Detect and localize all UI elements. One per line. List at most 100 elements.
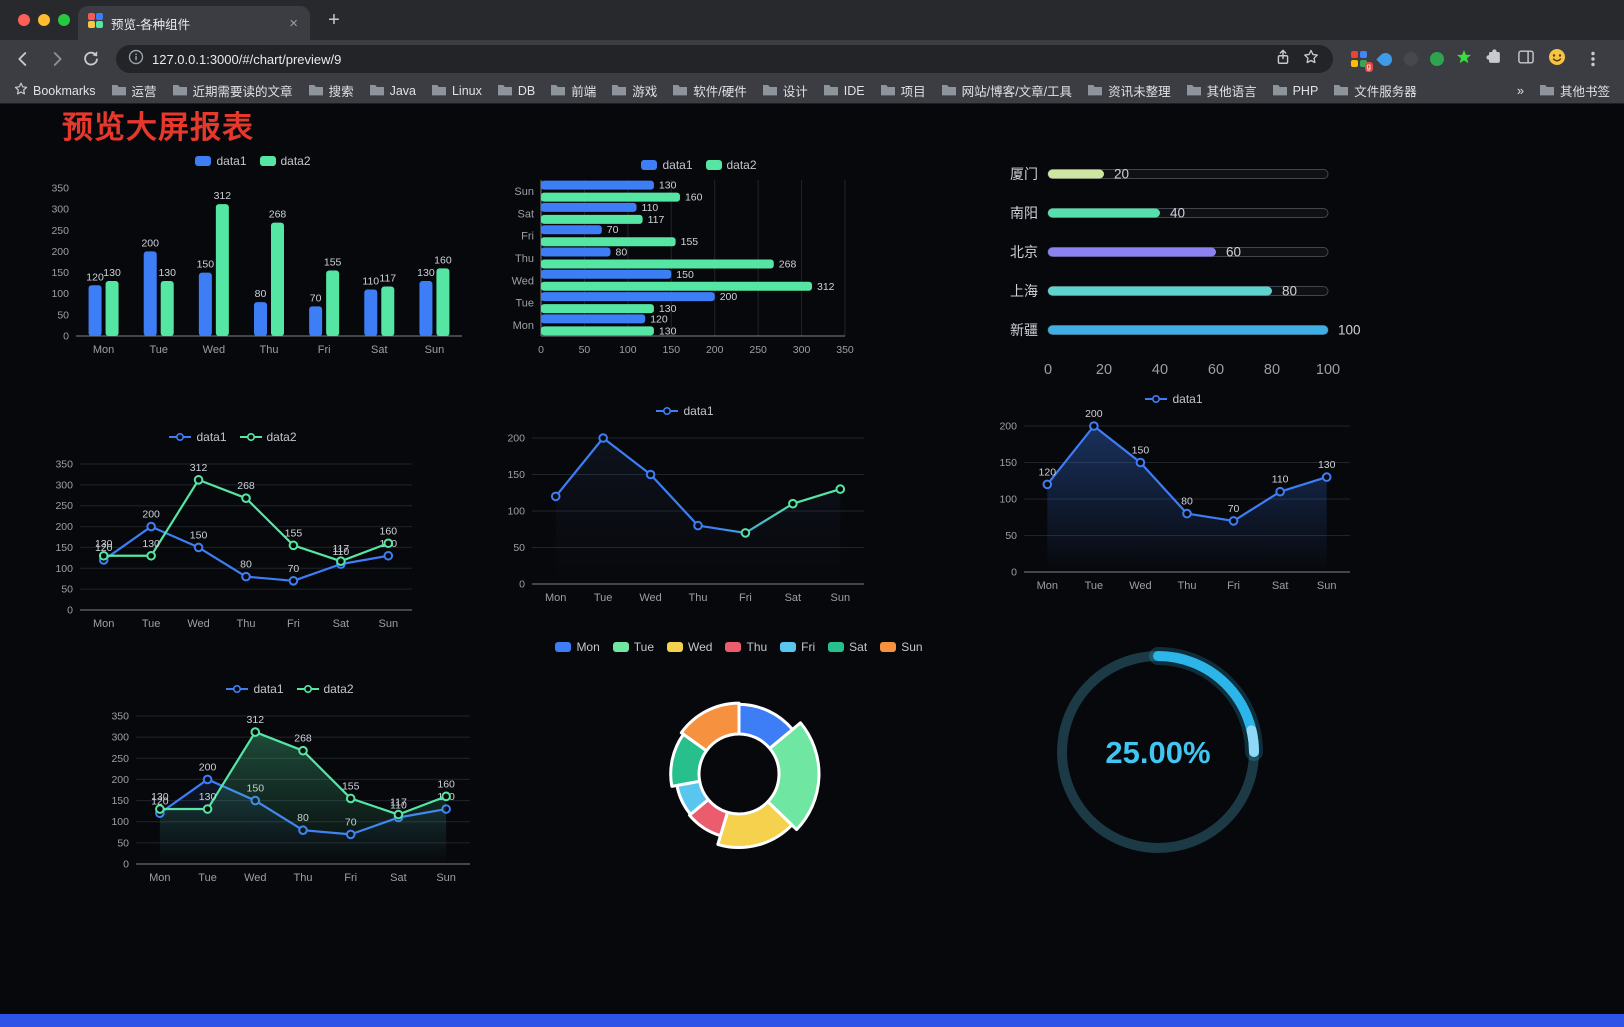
legend-item[interactable]: data1 [641, 158, 693, 172]
extensions-puzzle-icon[interactable] [1484, 47, 1504, 72]
svg-text:20: 20 [1114, 167, 1129, 182]
bookmark-item[interactable]: Bookmarks [14, 82, 96, 99]
legend-item[interactable]: Fri [780, 640, 815, 654]
legend-item[interactable]: data1 [656, 404, 714, 418]
address-bar[interactable]: 127.0.0.1:3000/#/chart/preview/9 [116, 45, 1333, 73]
profile-avatar[interactable] [1548, 48, 1566, 71]
svg-text:150: 150 [1132, 445, 1150, 457]
new-tab-button[interactable]: + [328, 9, 340, 31]
folder-icon [1186, 83, 1202, 99]
svg-text:70: 70 [310, 292, 322, 304]
bookmark-item[interactable]: Java [369, 83, 416, 99]
svg-text:60: 60 [1226, 245, 1241, 260]
legend-item[interactable]: Mon [555, 640, 600, 654]
svg-text:Mon: Mon [545, 592, 566, 604]
bookmark-item[interactable]: 前端 [550, 81, 596, 100]
bookmark-item[interactable]: PHP [1272, 83, 1318, 99]
bookmark-item[interactable]: 其他书签 [1539, 81, 1610, 100]
url-text[interactable]: 127.0.0.1:3000/#/chart/preview/9 [152, 51, 342, 67]
svg-text:117: 117 [390, 797, 407, 809]
svg-text:117: 117 [379, 273, 396, 285]
svg-text:Sun: Sun [425, 344, 445, 356]
folder-icon [111, 83, 127, 99]
side-panel-icon[interactable] [1516, 47, 1536, 72]
bookmark-item[interactable]: 游戏 [611, 81, 657, 100]
bookmarks-overflow-chevron[interactable]: » [1517, 84, 1524, 98]
svg-text:350: 350 [51, 183, 69, 195]
extension-green-star-icon[interactable] [1456, 49, 1472, 70]
extension-green-circle-icon[interactable] [1430, 52, 1444, 66]
svg-text:200: 200 [720, 291, 738, 303]
bookmark-item[interactable]: Linux [431, 83, 482, 99]
bookmark-item[interactable]: 其他语言 [1186, 81, 1257, 100]
legend-item[interactable]: data1 [195, 154, 247, 168]
bookmark-label: 网站/博客/文章/工具 [961, 85, 1073, 99]
browser-tab[interactable]: 预览-各种组件 × [78, 6, 310, 40]
chart-canvas: 0 50 100 150 200 250 300 350 Mon Tue Wed Thu Fri Sat S… [55, 459, 412, 630]
extension-drop-icon[interactable] [1376, 49, 1395, 69]
close-window-button[interactable] [18, 14, 30, 26]
svg-text:200: 200 [999, 421, 1017, 433]
chart-legend: data1 data2 [40, 426, 426, 448]
bookmark-item[interactable]: IDE [823, 83, 865, 99]
legend-item[interactable]: data2 [296, 682, 354, 696]
extension-dark-icon[interactable] [1404, 52, 1418, 66]
bookmark-item[interactable]: 文件服务器 [1333, 81, 1417, 100]
bookmark-item[interactable]: 资讯未整理 [1087, 81, 1171, 100]
svg-text:300: 300 [55, 479, 73, 491]
svg-text:130: 130 [103, 267, 121, 279]
forward-button[interactable] [42, 44, 72, 74]
legend-item[interactable]: data1 [1145, 392, 1203, 406]
bookmark-item[interactable]: 设计 [762, 81, 808, 100]
legend-item[interactable]: Thu [725, 640, 767, 654]
svg-text:312: 312 [247, 714, 265, 726]
svg-text:120: 120 [650, 313, 668, 325]
legend-item[interactable]: data2 [259, 154, 311, 168]
bookmark-star-icon[interactable] [1301, 47, 1321, 72]
svg-text:Sun: Sun [436, 872, 456, 884]
share-icon[interactable] [1273, 47, 1293, 72]
legend-item[interactable]: data1 [169, 430, 227, 444]
bookmark-item[interactable]: 软件/硬件 [672, 81, 747, 100]
extension-badge: g [1364, 62, 1373, 72]
legend-swatch [612, 642, 629, 652]
bookmark-item[interactable]: 搜索 [308, 81, 354, 100]
svg-text:150: 150 [197, 259, 215, 271]
svg-text:250: 250 [55, 500, 73, 512]
bookmark-item[interactable]: 近期需要读的文章 [172, 81, 293, 100]
svg-text:200: 200 [51, 246, 69, 258]
bookmarks-bar: Bookmarks 运营 近期需要读的文章 搜索 Java Linux DB 前端 游戏 软件/硬… [0, 78, 1624, 104]
tab-favicon [88, 13, 103, 33]
legend-swatch [259, 156, 276, 166]
legend-item[interactable]: data2 [705, 158, 757, 172]
tab-title: 预览-各种组件 [111, 17, 191, 32]
tab-strip: 预览-各种组件 × + [0, 0, 1624, 40]
legend-label: Tue [633, 640, 655, 654]
bookmark-item[interactable]: DB [497, 83, 535, 99]
svg-text:Thu: Thu [689, 592, 708, 604]
legend-label: data1 [1172, 392, 1203, 406]
svg-text:130: 130 [1318, 459, 1336, 471]
legend-item[interactable]: data2 [239, 430, 297, 444]
tab-close-icon[interactable]: × [289, 14, 298, 32]
extension-quad-icon[interactable]: g [1351, 51, 1373, 72]
site-info-icon[interactable] [128, 49, 144, 70]
legend-item[interactable]: Sun [880, 640, 923, 654]
legend-item[interactable]: Sat [828, 640, 867, 654]
bookmark-item[interactable]: 运营 [111, 81, 157, 100]
minimize-window-button[interactable] [38, 14, 50, 26]
svg-text:Fri: Fri [1227, 580, 1240, 592]
svg-text:Tue: Tue [142, 618, 161, 630]
menu-kebab-icon[interactable] [1578, 44, 1608, 74]
zoom-window-button[interactable] [58, 14, 70, 26]
legend-item[interactable]: Tue [612, 640, 655, 654]
back-button[interactable] [8, 44, 38, 74]
bookmark-item[interactable]: 网站/博客/文章/工具 [941, 81, 1072, 100]
legend-item[interactable]: data1 [226, 682, 284, 696]
legend-line-marker [226, 684, 249, 694]
chart-canvas: 0 50 100 150 200 250 300 350 Mon Tue Wed Thu Fri Sat S… [111, 711, 470, 884]
browser-toolbar: 127.0.0.1:3000/#/chart/preview/9 g [0, 40, 1624, 78]
legend-item[interactable]: Wed [667, 640, 712, 654]
reload-icon[interactable] [76, 44, 106, 74]
bookmark-item[interactable]: 项目 [880, 81, 926, 100]
